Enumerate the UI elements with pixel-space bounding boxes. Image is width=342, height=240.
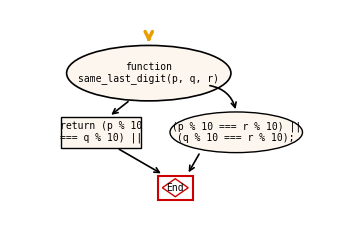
Bar [61, 117, 141, 148]
Ellipse shape [170, 112, 303, 153]
Text: (p % 10 === r % 10) ||
(q % 10 === r % 10);: (p % 10 === r % 10) || (q % 10 === r % 1… [172, 121, 301, 143]
Text: return (p % 10
=== q % 10) ||: return (p % 10 === q % 10) || [60, 121, 142, 143]
Ellipse shape [67, 45, 231, 101]
Text: End: End [167, 183, 184, 193]
Text: function
same_last_digit(p, q, r): function same_last_digit(p, q, r) [78, 62, 219, 84]
Bar [158, 176, 193, 200]
Polygon shape [162, 179, 188, 197]
